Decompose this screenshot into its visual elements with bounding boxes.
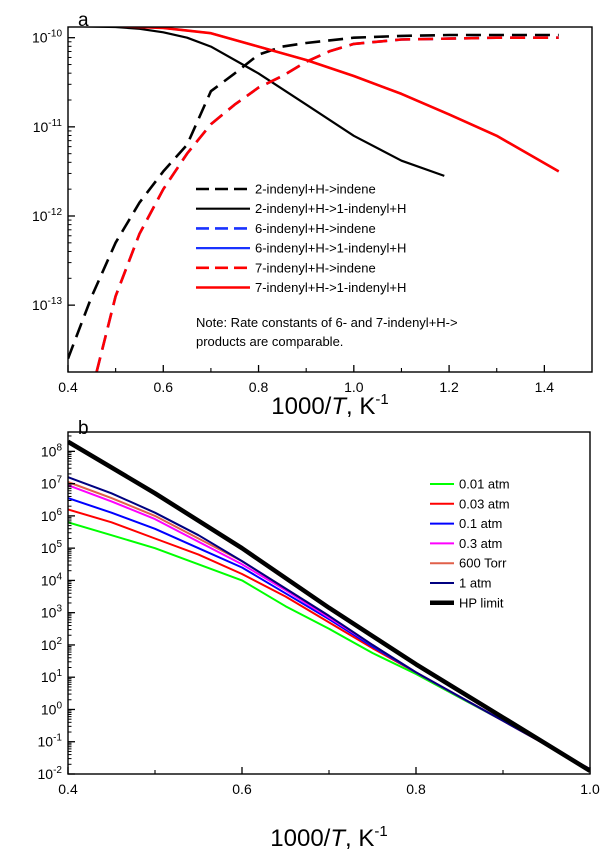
legend: 0.01 atm 0.03 atm 0.1 atm 0.3 atm 600 Torr 1 … <box>430 477 510 610</box>
y-tick-exponent: 7 <box>56 475 62 486</box>
x-axis-title-var: T <box>331 393 348 420</box>
legend-label-6-indenyl-h-1-indenyl-h: 6-indenyl+H->1-indenyl+H <box>255 241 406 256</box>
y-tick-label: 107 <box>41 475 63 492</box>
y-tick-label: 10-13 <box>32 296 62 313</box>
x-axis-title-sup: -1 <box>374 823 387 840</box>
legend-label-0-3-atm: 0.3 atm <box>459 536 502 551</box>
x-tick-label: 1.2 <box>439 379 459 395</box>
y-tick-exponent: -1 <box>53 733 62 744</box>
y-tick-base: 10 <box>41 476 57 492</box>
series-line-hp-limit <box>68 439 590 773</box>
x-tick-label: 0.4 <box>58 379 78 395</box>
x-axis-title-sup: -1 <box>375 391 388 408</box>
y-tick-label: 10-1 <box>38 733 63 750</box>
panel-label: a <box>78 10 89 31</box>
y-tick-label: 108 <box>41 442 63 459</box>
y-tick-label: 105 <box>41 539 63 556</box>
x-axis-title: 1000/T, K-1 <box>270 823 387 852</box>
legend: 2-indenyl+H->indene 2-indenyl+H->1-indeny… <box>196 182 406 295</box>
legend-label-600-torr: 600 Torr <box>459 556 507 571</box>
y-tick-base: 10 <box>33 119 49 135</box>
legend-label-2-indenyl-h-1-indenyl-h: 2-indenyl+H->1-indenyl+H <box>255 201 406 216</box>
series-line-2-indenyl-h-indene <box>68 33 559 360</box>
series-line-0-1-atm <box>68 497 590 771</box>
y-tick-base: 10 <box>38 766 54 782</box>
series-line-0-01-atm <box>68 521 590 771</box>
y-tick-exponent: -13 <box>48 296 63 307</box>
y-tick-label: 101 <box>41 668 63 685</box>
y-tick-base: 10 <box>41 701 57 717</box>
note-text: Note: Rate constants of 6- and 7-indenyl… <box>196 315 458 330</box>
y-tick-label: 106 <box>41 507 63 524</box>
legend-label-0-03-atm: 0.03 atm <box>459 496 510 511</box>
x-tick-label: 0.4 <box>58 781 78 797</box>
y-tick-exponent: 3 <box>56 604 62 615</box>
x-tick-label: 0.6 <box>232 781 252 797</box>
series-line-1-atm <box>68 476 590 771</box>
legend-label-0-01-atm: 0.01 atm <box>459 477 510 492</box>
y-tick-base: 10 <box>41 605 57 621</box>
y-tick-exponent: 2 <box>56 636 62 647</box>
y-tick-label: 10-12 <box>32 207 62 224</box>
x-tick-label: 0.8 <box>249 379 269 395</box>
y-tick-exponent: 6 <box>56 507 62 518</box>
legend-label-7-indenyl-h-1-indenyl-h: 7-indenyl+H->1-indenyl+H <box>255 280 406 295</box>
series-group <box>68 439 590 773</box>
y-tick-base: 10 <box>32 208 48 224</box>
y-tick-base: 10 <box>41 637 57 653</box>
panel-label: b <box>78 418 89 439</box>
legend-label-hp-limit: HP limit <box>459 595 504 610</box>
y-tick-label: 10-11 <box>33 118 63 135</box>
series-line-2-indenyl-h-1-indenyl-h <box>68 27 445 177</box>
y-tick-label: 103 <box>41 604 63 621</box>
y-tick-base: 10 <box>41 540 57 556</box>
legend-label-1-atm: 1 atm <box>459 576 492 591</box>
y-tick-exponent: 0 <box>56 700 62 711</box>
legend-label-7-indenyl-h-indene: 7-indenyl+H->indene <box>255 260 376 275</box>
y-tick-base: 10 <box>41 669 57 685</box>
x-tick-label: 1.0 <box>580 781 600 797</box>
y-tick-label: 104 <box>41 571 63 588</box>
x-tick-label: 0.8 <box>406 781 426 797</box>
y-tick-base: 10 <box>32 30 48 46</box>
y-tick-base: 10 <box>41 443 57 459</box>
x-axis-title-pre: 1000/ <box>270 825 330 852</box>
y-tick-exponent: -11 <box>48 118 62 129</box>
x-tick-label: 0.6 <box>154 379 174 395</box>
series-line-6-indenyl-h-1-indenyl-h <box>68 27 560 173</box>
y-tick-exponent: -12 <box>48 207 63 218</box>
y-tick-exponent: 1 <box>56 668 62 679</box>
x-tick-label: 1.4 <box>535 379 555 395</box>
legend-label-2-indenyl-h-indene: 2-indenyl+H->indene <box>255 182 376 197</box>
y-tick-label: 10-10 <box>32 29 62 46</box>
y-tick-label: 10-2 <box>38 765 63 782</box>
legend-label-0-1-atm: 0.1 atm <box>459 516 502 531</box>
series-line-7-indenyl-h-indene <box>95 36 559 372</box>
y-tick-exponent: -2 <box>53 765 62 776</box>
y-tick-base: 10 <box>38 734 54 750</box>
plot-frame <box>67 26 593 373</box>
y-tick-base: 10 <box>41 572 57 588</box>
y-tick-label: 102 <box>41 636 63 653</box>
x-axis-title-pre: 1000/ <box>271 393 331 420</box>
series-line-0-03-atm <box>68 508 590 771</box>
y-tick-base: 10 <box>32 297 48 313</box>
panel-a: 0.4 0.6 0.8 1.0 1.2 1.410-1310-1210-1110-10a1… <box>32 10 593 420</box>
x-axis-title: 1000/T, K-1 <box>271 391 388 420</box>
x-tick-label: 1.0 <box>344 379 364 395</box>
y-tick-base: 10 <box>41 508 57 524</box>
y-tick-exponent: -10 <box>48 29 63 40</box>
series-line-7-indenyl-h-1-indenyl-h <box>68 27 560 173</box>
y-tick-exponent: 8 <box>56 442 62 453</box>
legend-label-6-indenyl-h-indene: 6-indenyl+H->indene <box>255 221 376 236</box>
y-tick-label: 100 <box>41 700 63 717</box>
x-axis-title-unit: , K <box>345 825 374 852</box>
x-axis-title-unit: , K <box>346 393 375 420</box>
note-text: products are comparable. <box>196 334 343 349</box>
y-tick-exponent: 5 <box>56 539 62 550</box>
y-tick-exponent: 4 <box>56 571 62 582</box>
panel-b: 0.4 0.6 0.8 1.010-210-110010110210310410510… <box>38 418 600 852</box>
x-axis-title-var: T <box>330 825 347 852</box>
